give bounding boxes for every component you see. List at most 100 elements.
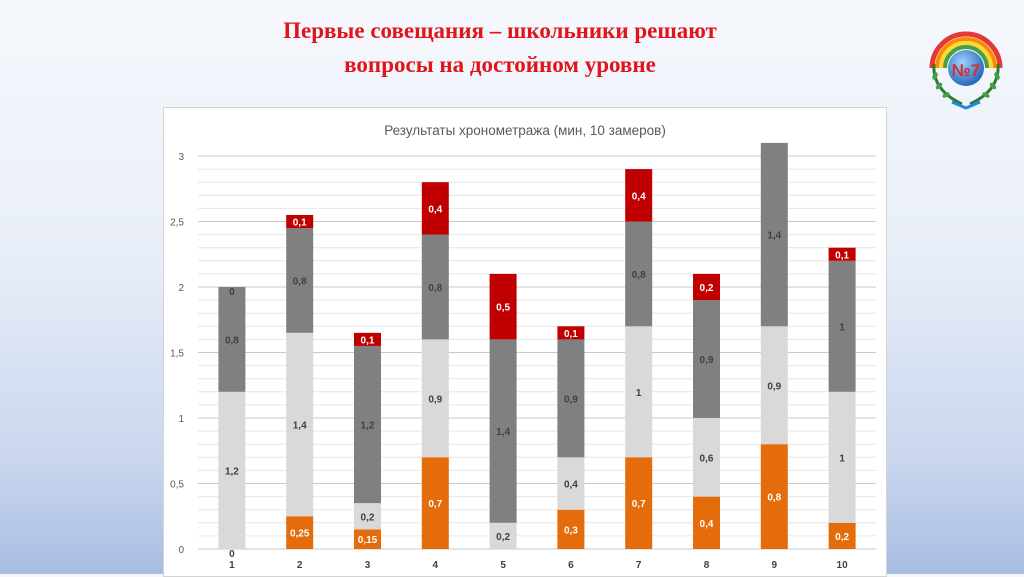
data-label: 0,9 [564, 394, 578, 405]
y-tick-label: 3 [178, 152, 184, 163]
chart-panel: Результаты хронометража (мин, 10 замеров… [163, 107, 887, 577]
slide-title-line-1: Первые совещания – школьники решают [283, 18, 717, 43]
x-tick-label: 5 [500, 560, 506, 571]
bar-segment [828, 247, 856, 261]
data-label: 0,2 [835, 532, 849, 543]
data-label: 0,4 [428, 204, 442, 215]
data-label: 0,2 [700, 283, 714, 294]
slide-title-line-2: вопросы на достойном уровне [344, 52, 656, 77]
bar-segment [354, 529, 381, 549]
x-tick-label: 1 [229, 560, 235, 571]
data-label: 0,9 [700, 355, 714, 366]
data-label: 1,4 [293, 421, 307, 432]
bar-segment [489, 339, 517, 523]
school-logo: №7 [922, 18, 1010, 114]
data-label: 0,9 [428, 394, 442, 405]
data-label: 1,4 [496, 427, 510, 438]
data-label: 0,15 [358, 535, 378, 546]
data-label: 1 [839, 453, 845, 464]
chart-title: Результаты хронометража (мин, 10 замеров… [384, 123, 666, 138]
x-tick-label: 9 [772, 560, 778, 571]
data-label: 0,2 [361, 512, 375, 523]
bar-segment [354, 503, 381, 530]
bar-segment [286, 332, 314, 517]
data-label: 0,25 [290, 529, 310, 540]
x-tick-label: 4 [433, 560, 439, 571]
bar-segment [625, 326, 653, 458]
bar-segment [286, 214, 314, 229]
data-label: 0,2 [496, 532, 510, 543]
bars [218, 142, 856, 549]
data-label: 0,7 [428, 499, 442, 510]
bar-segment [693, 418, 720, 497]
y-tick-label: 2,5 [170, 218, 184, 229]
slide-title: Первые совещания – школьники решают вопр… [150, 14, 850, 82]
bar-segment [760, 326, 788, 445]
x-tick-label: 8 [704, 560, 710, 571]
data-labels: 0 1,2 0,8 0 0,25 1,4 0,8 0,1 0,15 0,2 1,2 0,1 0,7 0,9… [225, 191, 850, 560]
bar-segment [218, 287, 246, 392]
data-label: 0,9 [767, 381, 781, 392]
bar-segment [218, 391, 246, 549]
bar-segment [557, 509, 585, 549]
y-tick-label: 0,5 [170, 480, 184, 491]
bar-segment [557, 339, 585, 458]
data-label: 0,8 [225, 335, 239, 346]
bar-segment [693, 496, 720, 549]
y-tick-label: 1,5 [170, 349, 184, 360]
data-label: 0,1 [293, 218, 307, 229]
data-label: 0,8 [293, 276, 307, 287]
data-label: 1,2 [361, 421, 375, 432]
data-label: 0,4 [632, 191, 646, 202]
bar-segment [760, 444, 788, 549]
bar-segment [354, 332, 381, 346]
data-label: 0 [229, 549, 235, 560]
data-label: 0,3 [564, 525, 578, 536]
data-label: 0 [229, 287, 235, 298]
x-tick-label: 10 [837, 560, 849, 571]
bar-segment [625, 169, 653, 222]
bar-segment [557, 457, 585, 510]
bar-segment [828, 522, 856, 549]
bar-segment [760, 142, 788, 327]
bar-segment [354, 345, 381, 504]
data-label: 0,8 [428, 283, 442, 294]
logo-text: №7 [952, 61, 980, 80]
bar-segment [421, 339, 449, 458]
x-tick-label: 2 [297, 560, 303, 571]
bar-segment [828, 260, 856, 392]
bar-segment [421, 457, 449, 549]
x-tick-label: 7 [636, 560, 642, 571]
bar-segment [625, 457, 653, 549]
axes: 00,511,522,531 2 3 4 5 6 7 8 9 10 [170, 152, 848, 571]
bar-segment [693, 300, 720, 418]
bar-segment [421, 234, 449, 340]
data-label: 0,1 [361, 335, 375, 346]
data-label: 0,7 [632, 499, 646, 510]
bar-segment [286, 516, 314, 549]
x-tick-label: 3 [365, 560, 371, 571]
y-tick-label: 1 [178, 414, 184, 425]
data-label: 0,4 [564, 480, 578, 491]
bar-segment [625, 221, 653, 327]
bar-segment [693, 273, 720, 301]
school-emblem-icon: №7 [929, 31, 1003, 110]
bar-segment [828, 391, 856, 523]
bar-segment [286, 228, 314, 333]
bar-segment [557, 326, 585, 340]
data-label: 1,4 [767, 231, 781, 242]
data-label: 0,8 [767, 493, 781, 504]
data-label: 0,1 [835, 250, 849, 261]
data-label: 0,6 [700, 453, 714, 464]
y-tick-label: 0 [178, 545, 184, 556]
x-tick-label: 6 [568, 560, 574, 571]
bar-segment [421, 182, 449, 235]
data-label: 1,2 [225, 466, 239, 477]
bar-segment [489, 522, 517, 549]
data-label: 0,1 [564, 329, 578, 340]
data-label: 0,8 [632, 270, 646, 281]
data-label: 1 [839, 322, 845, 333]
data-label: 0,4 [700, 519, 714, 530]
stacked-bar-chart: Результаты хронометража (мин, 10 замеров… [170, 123, 876, 571]
data-label: 1 [636, 388, 642, 399]
